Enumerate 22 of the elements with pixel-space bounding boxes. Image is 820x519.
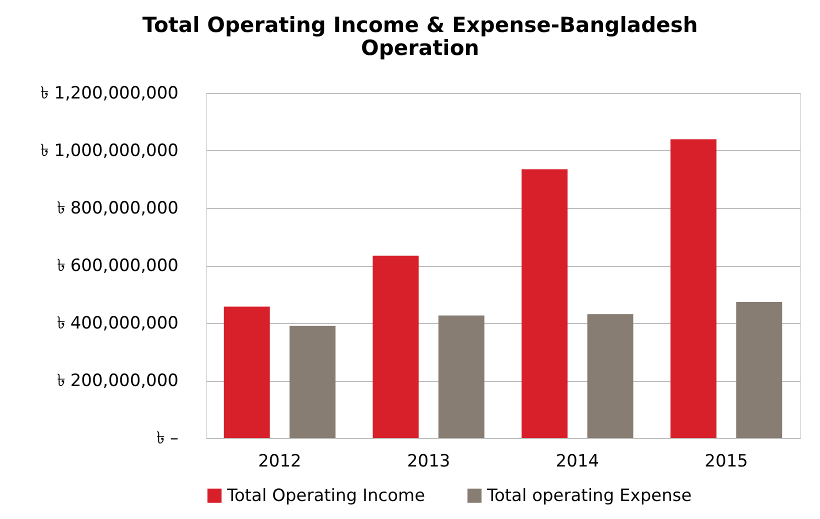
x-tick-label: 2013 (406, 452, 450, 472)
x-tick-label: 2014 (556, 452, 600, 472)
y-tick-label: ৳ 400,000,000 (56, 314, 178, 334)
y-tick-label: ৳ 200,000,000 (56, 371, 178, 391)
x-tick-label: 2015 (704, 452, 748, 472)
bar (224, 306, 270, 438)
bar (372, 256, 419, 438)
bar (670, 139, 716, 438)
y-tick-label: ৳ 600,000,000 (56, 256, 178, 276)
chart-title: Total Operating Income & Expense-Bangladesh Operation (142, 13, 698, 60)
legend-label: Total Operating Income (226, 486, 426, 506)
bar (522, 169, 568, 438)
bar (587, 314, 634, 438)
y-tick-label: ৳ – (156, 428, 178, 448)
x-tick-label: 2012 (258, 452, 302, 472)
y-tick-label: ৳ 1,000,000,000 (40, 141, 178, 161)
bar (736, 302, 782, 438)
y-tick-label: ৳ 800,000,000 (56, 198, 178, 218)
legend-label: Total operating Expense (486, 486, 692, 506)
y-tick-label: ৳ 1,200,000,000 (40, 84, 178, 104)
bar (438, 316, 484, 438)
bar (290, 326, 336, 438)
